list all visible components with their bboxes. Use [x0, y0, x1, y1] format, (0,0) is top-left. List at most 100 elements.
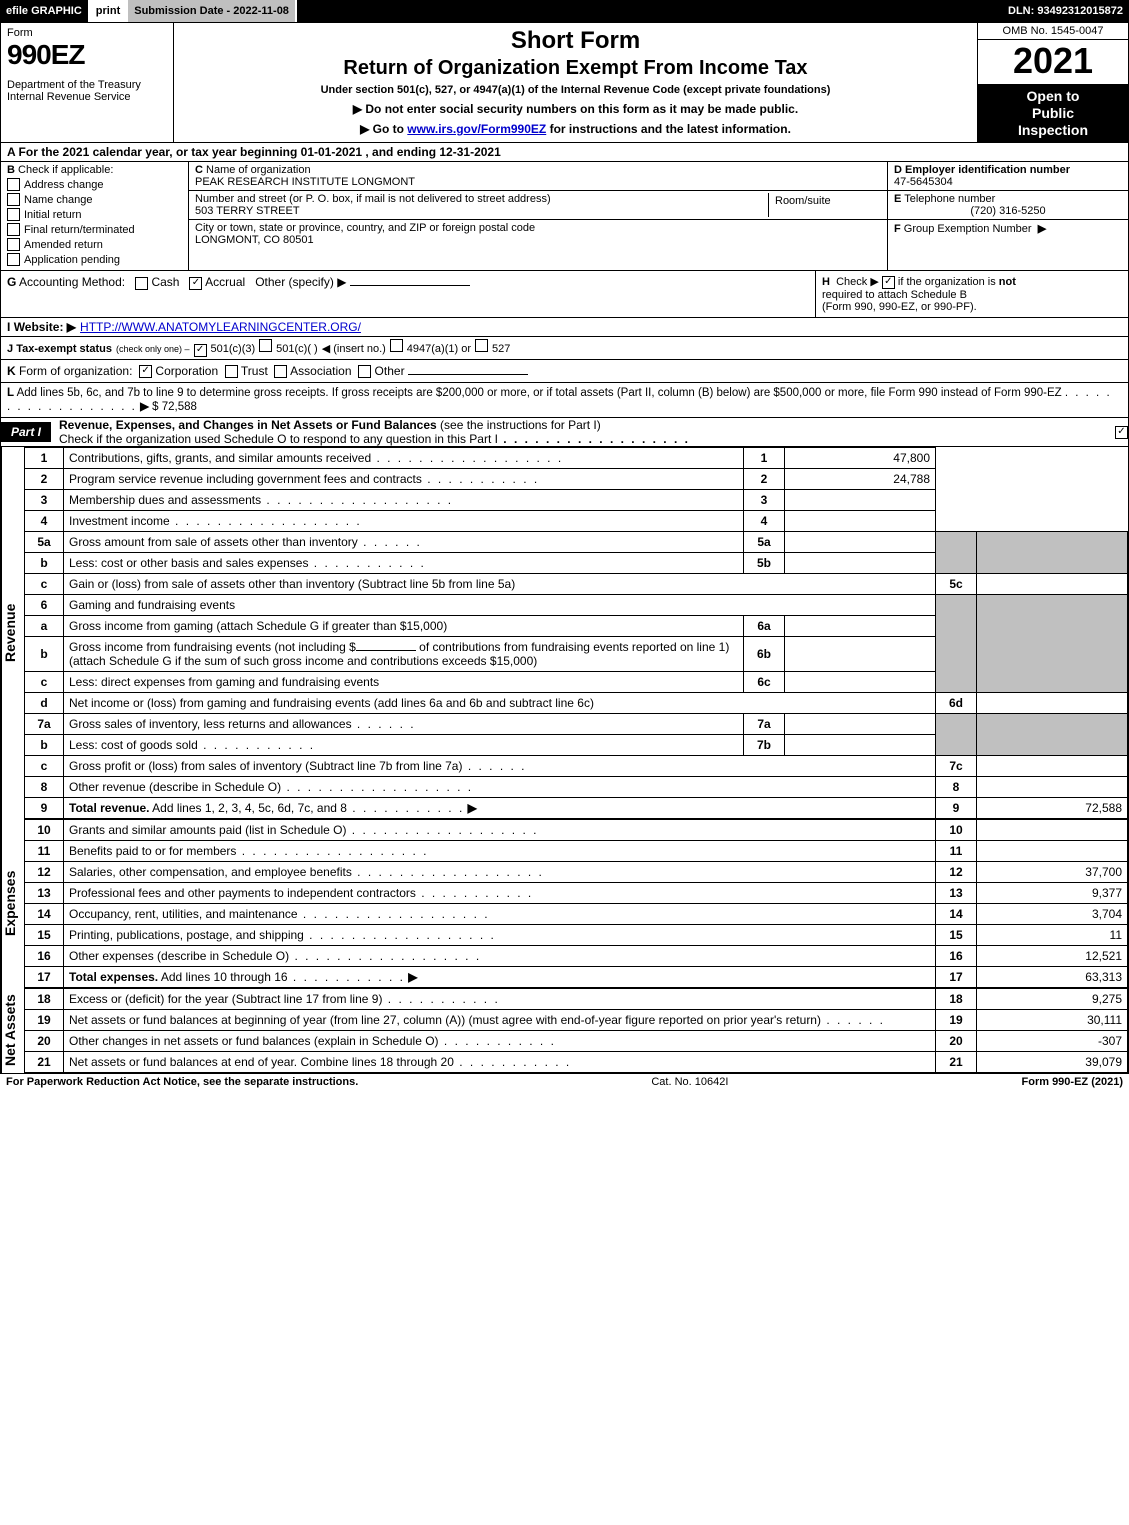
chk-address-change[interactable]: [7, 178, 20, 191]
chk-501c[interactable]: [259, 339, 272, 352]
print-button[interactable]: print: [90, 0, 128, 22]
line-14: 14Occupancy, rent, utilities, and mainte…: [25, 904, 1128, 925]
line-16: 16Other expenses (describe in Schedule O…: [25, 946, 1128, 967]
expenses-label: Expenses: [1, 819, 25, 988]
line-10: 10Grants and similar amounts paid (list …: [25, 820, 1128, 841]
line-6d: dNet income or (loss) from gaming and fu…: [25, 693, 1128, 714]
footer-catno: Cat. No. 10642I: [358, 1076, 1021, 1088]
chk-amended[interactable]: [7, 238, 20, 251]
amt-4: [785, 511, 936, 532]
org-name: PEAK RESEARCH INSTITUTE LONGMONT: [195, 176, 415, 188]
amt-10: [977, 820, 1128, 841]
chk-final-return[interactable]: [7, 223, 20, 236]
section-c: C Name of organization PEAK RESEARCH INS…: [189, 162, 887, 270]
form-right-block: OMB No. 1545-0047 2021 Open to Public In…: [977, 23, 1128, 142]
chk-pending[interactable]: [7, 253, 20, 266]
expenses-section: Expenses 10Grants and similar amounts pa…: [1, 819, 1128, 988]
amt-7c: [977, 756, 1128, 777]
line-3: 3Membership dues and assessments3: [25, 490, 1128, 511]
amt-19: 30,111: [977, 1010, 1128, 1031]
title-return: Return of Organization Exempt From Incom…: [180, 57, 971, 80]
line-12: 12Salaries, other compensation, and empl…: [25, 862, 1128, 883]
other-org-input[interactable]: [408, 374, 528, 375]
form-header: Form 990EZ Department of the Treasury In…: [1, 23, 1128, 143]
section-b: B Check if applicable: Address change Na…: [1, 162, 189, 270]
gross-receipts: $ 72,588: [152, 401, 197, 413]
instr-ssn: ▶ Do not enter social security numbers o…: [180, 102, 971, 116]
line-i: I Website: ▶ HTTP://WWW.ANATOMYLEARNINGC…: [1, 318, 1128, 337]
title-short-form: Short Form: [180, 27, 971, 55]
submission-date: Submission Date - 2022-11-08: [128, 0, 297, 22]
website-link[interactable]: HTTP://WWW.ANATOMYLEARNINGCENTER.ORG/: [80, 320, 361, 334]
chk-527[interactable]: [475, 339, 488, 352]
line-21: 21Net assets or fund balances at end of …: [25, 1052, 1128, 1073]
chk-cash[interactable]: [135, 277, 148, 290]
line-5c: cGain or (loss) from sale of assets othe…: [25, 574, 1128, 595]
line-j: J Tax-exempt status (check only one) ‒ ✓…: [1, 337, 1128, 360]
footer-left: For Paperwork Reduction Act Notice, see …: [6, 1076, 358, 1088]
chk-4947[interactable]: [390, 339, 403, 352]
netassets-table: 18Excess or (deficit) for the year (Subt…: [25, 988, 1128, 1073]
line-19: 19Net assets or fund balances at beginni…: [25, 1010, 1128, 1031]
amt-9: 72,588: [977, 798, 1128, 819]
form-title-block: Short Form Return of Organization Exempt…: [174, 23, 977, 142]
line-l: L Add lines 5b, 6c, and 7b to line 9 to …: [1, 383, 1128, 418]
amt-13: 9,377: [977, 883, 1128, 904]
amt-3: [785, 490, 936, 511]
dln-label: DLN: 93492312015872: [1002, 0, 1129, 22]
line-a: A For the 2021 calendar year, or tax yea…: [1, 143, 1128, 162]
chk-trust[interactable]: [225, 365, 238, 378]
form-container: Form 990EZ Department of the Treasury In…: [0, 22, 1129, 1074]
line-18: 18Excess or (deficit) for the year (Subt…: [25, 989, 1128, 1010]
form-number: 990EZ: [7, 39, 167, 71]
line-8: 8Other revenue (describe in Schedule O)8: [25, 777, 1128, 798]
dept-label: Department of the Treasury: [7, 79, 167, 91]
room-suite: Room/suite: [768, 193, 881, 217]
section-h: H Check ▶ ✓ if the organization is not r…: [815, 271, 1128, 317]
expenses-table: 10Grants and similar amounts paid (list …: [25, 819, 1128, 988]
part-i-tab: Part I: [1, 422, 51, 442]
chk-name-change[interactable]: [7, 193, 20, 206]
netassets-section: Net Assets 18Excess or (deficit) for the…: [1, 988, 1128, 1073]
amt-21: 39,079: [977, 1052, 1128, 1073]
instr-goto: ▶ Go to www.irs.gov/Form990EZ for instru…: [180, 122, 971, 136]
amt-20: -307: [977, 1031, 1128, 1052]
amt-14: 3,704: [977, 904, 1128, 925]
chk-schedule-b[interactable]: ✓: [882, 276, 895, 289]
amt-2: 24,788: [785, 469, 936, 490]
chk-initial-return[interactable]: [7, 208, 20, 221]
line-13: 13Professional fees and other payments t…: [25, 883, 1128, 904]
chk-schedule-o[interactable]: ✓: [1115, 426, 1128, 439]
chk-501c3[interactable]: ✓: [194, 344, 207, 357]
revenue-table: 1Contributions, gifts, grants, and simil…: [25, 447, 1128, 819]
part-i-header: Part I Revenue, Expenses, and Changes in…: [1, 418, 1128, 447]
line-2: 2Program service revenue including gover…: [25, 469, 1128, 490]
omb-number: OMB No. 1545-0047: [978, 23, 1128, 40]
section-g: G Accounting Method: Cash ✓ Accrual Othe…: [1, 271, 815, 317]
amt-17: 63,313: [977, 967, 1128, 988]
form-identity: Form 990EZ Department of the Treasury In…: [1, 23, 174, 142]
tax-year: 2021: [978, 40, 1128, 84]
section-def: D Employer identification number 47-5645…: [887, 162, 1128, 270]
amt-5c: [977, 574, 1128, 595]
amt-15: 11: [977, 925, 1128, 946]
top-bar: efile GRAPHIC print Submission Date - 20…: [0, 0, 1129, 22]
chk-corp[interactable]: ✓: [139, 365, 152, 378]
line-k: K Form of organization: ✓ Corporation Tr…: [1, 360, 1128, 383]
other-specify-input[interactable]: [350, 285, 470, 286]
chk-other-org[interactable]: [358, 365, 371, 378]
line-1: 1Contributions, gifts, grants, and simil…: [25, 448, 1128, 469]
public-inspection-badge: Open to Public Inspection: [978, 84, 1128, 142]
section-b-through-f: B Check if applicable: Address change Na…: [1, 162, 1128, 271]
org-city: LONGMONT, CO 80501: [195, 234, 314, 246]
irs-link[interactable]: www.irs.gov/Form990EZ: [407, 122, 546, 136]
revenue-section: Revenue 1Contributions, gifts, grants, a…: [1, 447, 1128, 819]
line-20: 20Other changes in net assets or fund ba…: [25, 1031, 1128, 1052]
amt-12: 37,700: [977, 862, 1128, 883]
chk-assoc[interactable]: [274, 365, 287, 378]
amt-6d: [977, 693, 1128, 714]
line-9: 9Total revenue. Add lines 1, 2, 3, 4, 5c…: [25, 798, 1128, 819]
line-6: 6Gaming and fundraising events: [25, 595, 1128, 616]
line-11: 11Benefits paid to or for members11: [25, 841, 1128, 862]
chk-accrual[interactable]: ✓: [189, 277, 202, 290]
